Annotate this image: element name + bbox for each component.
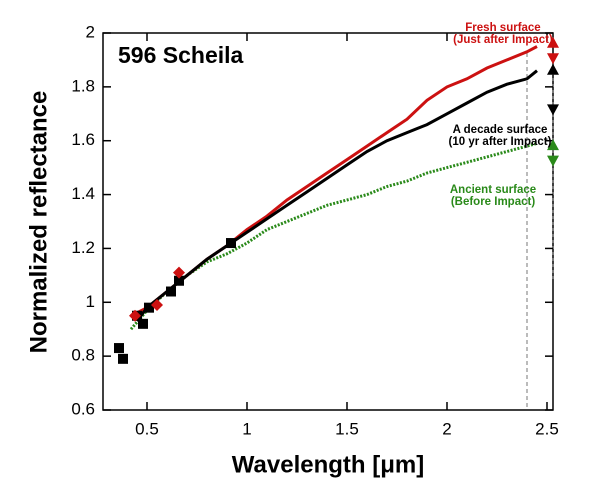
- square-marker: [166, 286, 176, 297]
- annotation: Ancient surface: [450, 184, 536, 196]
- spectrum: [135, 69, 538, 322]
- triangle-down-marker: [547, 155, 559, 167]
- square-marker: [114, 343, 124, 354]
- spectrum: [130, 45, 538, 318]
- annotation: (Before Impact): [451, 196, 536, 208]
- triangle-down-marker: [547, 104, 559, 116]
- y-tick-label: 0.6: [71, 399, 95, 418]
- x-tick-label: 2.5: [535, 419, 559, 438]
- annotation: (Just after Impact): [453, 34, 553, 46]
- x-tick-label: 0.5: [135, 419, 159, 438]
- annotation: (10 yr after Impact): [449, 136, 552, 148]
- y-tick-label: 1.4: [71, 184, 95, 203]
- plot-frame: [102, 32, 554, 411]
- square-marker: [118, 353, 128, 364]
- y-tick-label: 1.8: [71, 76, 95, 95]
- triangle-up-marker: [547, 63, 559, 75]
- triangle-up-marker: [547, 139, 559, 151]
- y-tick-label: 2: [86, 22, 95, 41]
- square-marker: [174, 275, 184, 286]
- y-tick-label: 0.8: [71, 346, 95, 365]
- diamond-marker: [151, 298, 163, 311]
- diamond-marker: [173, 266, 185, 279]
- annotation: A decade surface: [453, 124, 548, 136]
- x-axis-label: Wavelength [μm]: [232, 451, 424, 478]
- x-tick-label: 1: [242, 419, 251, 438]
- y-axis-label: Normalized reflectance: [25, 91, 52, 354]
- x-tick-label: 2: [442, 419, 451, 438]
- chart-title: 596 Scheila: [118, 42, 244, 68]
- triangle-up-marker: [547, 36, 559, 48]
- y-tick-label: 1.2: [71, 238, 95, 257]
- square-marker: [226, 238, 236, 249]
- y-tick-label: 1.6: [71, 130, 95, 149]
- diamond-marker: [129, 309, 141, 322]
- y-tick-label: 1: [86, 292, 95, 311]
- triangle-down-marker: [547, 53, 559, 65]
- square-marker: [138, 318, 148, 329]
- annotation: Fresh surface: [465, 22, 540, 34]
- spectrum-dotted: [129, 141, 538, 331]
- x-tick-label: 1.5: [335, 419, 359, 438]
